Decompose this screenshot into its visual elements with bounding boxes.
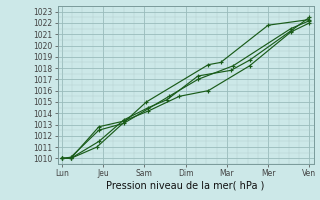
X-axis label: Pression niveau de la mer( hPa ): Pression niveau de la mer( hPa ) xyxy=(107,181,265,191)
